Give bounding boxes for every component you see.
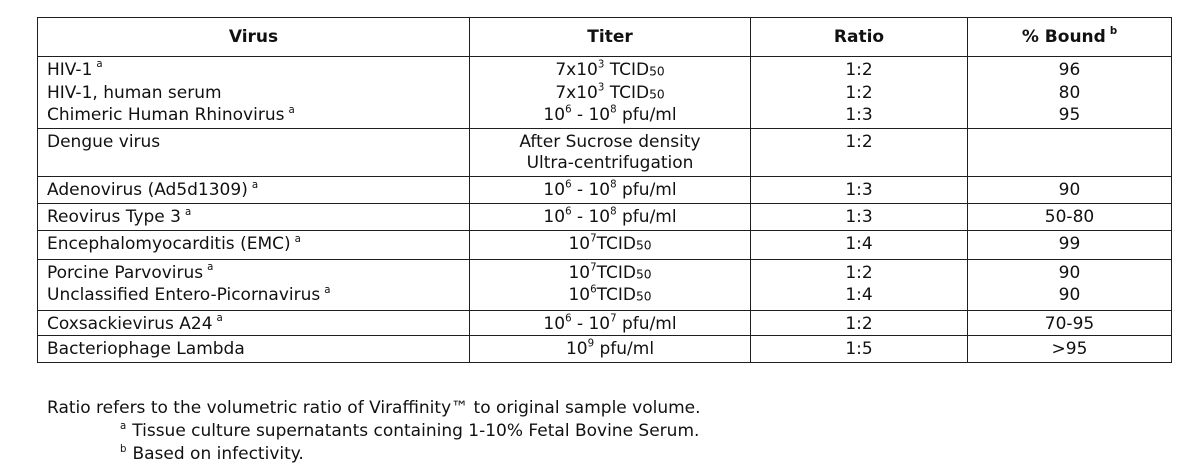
virus-cell: Dengue virus	[37, 128, 470, 178]
table-row: Chimeric Human Rhinovirus a 106 - 108 pfu…	[37, 104, 1172, 130]
footnote-mark-a: a	[288, 104, 295, 116]
table-row: Encephalomyocarditis (EMC) a 107TCID50 1:…	[37, 230, 1172, 260]
ratio-cell: 1:2	[750, 82, 968, 106]
titer-cell: 107TCID50	[469, 230, 751, 260]
titer-cell: 106 - 108 pfu/ml	[469, 105, 751, 130]
titer-cell: 106TCID50	[469, 285, 751, 312]
bound-cell	[967, 128, 1172, 178]
bound-cell: 80	[967, 82, 1172, 106]
footnote-mark-b: b	[1109, 26, 1118, 38]
footnote-mark-a: a	[324, 284, 331, 296]
table-row: HIV-1, human serum 7x103 TCID50 1:2 80	[37, 82, 1172, 106]
footnote-b: b Based on infectivity.	[120, 443, 304, 464]
ratio-cell: 1:2	[750, 55, 968, 83]
ratio-cell: 1:3	[750, 203, 968, 232]
virus-cell: Unclassified Entero-Picornavirus a	[37, 284, 470, 312]
titer-cell: 106 - 108 pfu/ml	[469, 203, 751, 232]
bound-cell: 90	[967, 258, 1172, 286]
bound-cell: 96	[967, 55, 1172, 83]
bound-cell: 99	[967, 230, 1172, 260]
virus-binding-table: Virus Titer Ratio % Bound b HIV-1 a 7x103 …	[37, 17, 1172, 364]
virus-cell: Encephalomyocarditis (EMC) a	[37, 230, 470, 260]
virus-cell: HIV-1, human serum	[37, 82, 470, 106]
titer-cell: 109 pfu/ml	[469, 335, 751, 364]
titer-cell: 106 - 108 pfu/ml	[469, 176, 751, 205]
titer-cell: 7x103 TCID50	[469, 55, 751, 83]
header-row: Virus Titer Ratio % Bound b	[37, 17, 1172, 57]
ratio-cell: 1:4	[750, 230, 968, 260]
ratio-cell: 1:5	[750, 335, 968, 364]
virus-cell: Adenovirus (Ad5d1309) a	[37, 176, 470, 205]
table-row: Unclassified Entero-Picornavirus a 106TCI…	[37, 284, 1172, 312]
virus-cell: Porcine Parvovirus a	[37, 258, 470, 286]
ratio-cell: 1:2	[750, 258, 968, 286]
titer-cell: 7x103 TCID50	[469, 82, 751, 106]
table-row: Porcine Parvovirus a 107TCID50 1:2 90	[37, 258, 1172, 286]
ratio-cell: 1:2	[750, 128, 968, 178]
header-ratio: Ratio	[750, 17, 968, 57]
table-footnotes: Ratio refers to the volumetric ratio of …	[47, 397, 701, 466]
footnote-mark-a: a	[184, 206, 192, 218]
ratio-cell: 1:4	[750, 285, 968, 312]
titer-cell: After Sucrose density Ultra-centrifugatio…	[469, 128, 751, 178]
virus-cell: Coxsackievirus A24 a	[37, 310, 470, 336]
ratio-cell: 1:2	[750, 310, 968, 336]
bound-cell: 90	[967, 285, 1172, 312]
footnote-a: a Tissue culture supernatants containing …	[120, 420, 700, 441]
ratio-note: Ratio refers to the volumetric ratio of …	[47, 398, 701, 418]
footnote-mark-a: a	[207, 262, 214, 274]
bound-cell: 95	[967, 105, 1172, 130]
titer-cell: 106 - 107 pfu/ml	[469, 310, 751, 336]
footnote-mark-a: a	[294, 233, 301, 245]
table-row: HIV-1 a 7x103 TCID50 1:2 96	[37, 55, 1172, 83]
footnote-mark-a: a	[96, 59, 103, 71]
virus-cell: HIV-1 a	[37, 55, 470, 83]
bound-cell: 50-80	[967, 203, 1172, 232]
footnote-mark-a: a	[216, 313, 223, 325]
header-bound: % Bound b	[967, 17, 1172, 57]
bound-cell: 90	[967, 176, 1172, 205]
bound-cell: 70-95	[967, 310, 1172, 336]
header-virus: Virus	[37, 17, 470, 57]
virus-cell: Bacteriophage Lambda	[37, 335, 470, 364]
table-row: Adenovirus (Ad5d1309) a 106 - 108 pfu/ml …	[37, 176, 1172, 205]
ratio-cell: 1:3	[750, 105, 968, 130]
titer-cell: 107TCID50	[469, 258, 751, 286]
ratio-cell: 1:3	[750, 176, 968, 205]
table-row: Bacteriophage Lambda 109 pfu/ml 1:5 >95	[37, 335, 1172, 364]
footnote-mark-a: a	[251, 179, 259, 191]
bound-cell: >95	[967, 335, 1172, 364]
table-row: Dengue virus After Sucrose density Ultra-…	[37, 128, 1172, 178]
table-row: Coxsackievirus A24 a 106 - 107 pfu/ml 1:2…	[37, 310, 1172, 336]
header-titer: Titer	[469, 17, 751, 57]
virus-cell: Chimeric Human Rhinovirus a	[37, 104, 470, 130]
